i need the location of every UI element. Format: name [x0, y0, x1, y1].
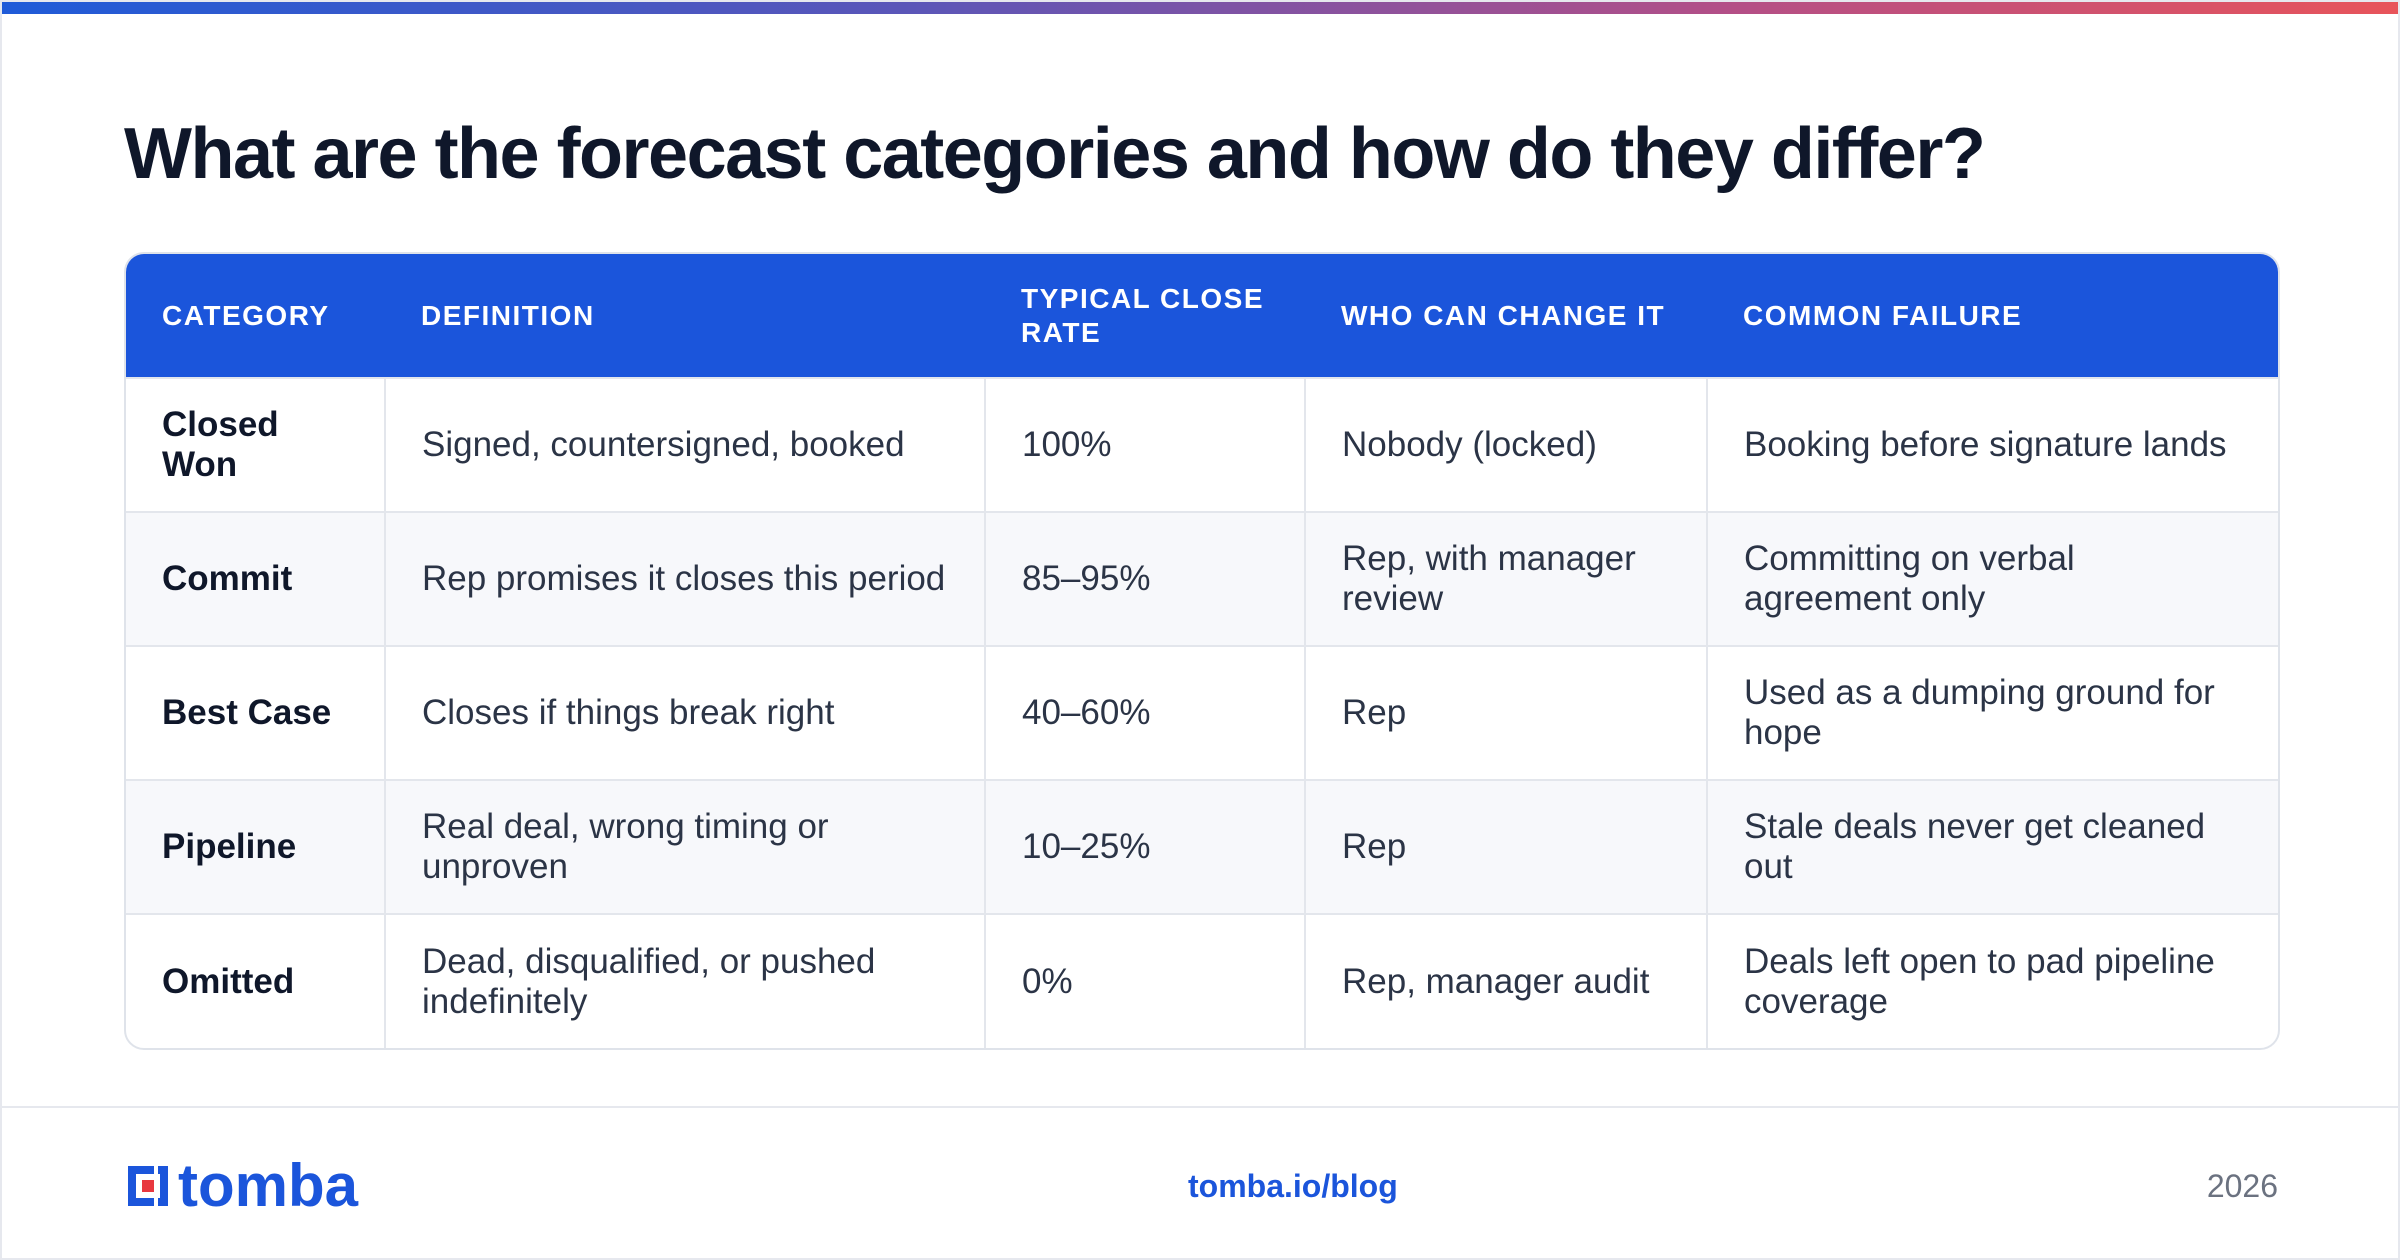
footer-year: 2026	[2206, 1168, 2278, 1204]
footer-divider	[2, 1106, 2398, 1108]
table-row: Omitted Dead, disqualified, or pushed in…	[126, 913, 2278, 1048]
table-row: Commit Rep promises it closes this perio…	[126, 511, 2278, 646]
cell-close-rate: 0%	[984, 913, 1305, 1048]
cell-close-rate: 100%	[984, 377, 1305, 512]
cell-category: Commit	[126, 511, 385, 646]
cell-who-can-change: Nobody (locked)	[1304, 377, 1707, 512]
cell-close-rate: 85–95%	[984, 511, 1305, 646]
column-header-common-failure: COMMON FAILURE	[1743, 299, 2023, 331]
cell-category: Best Case	[126, 645, 385, 780]
cell-definition: Closes if things break right	[384, 645, 985, 780]
logo-wordmark: tomba	[178, 1152, 358, 1219]
cell-category: Closed Won	[126, 377, 385, 512]
cell-definition: Dead, disqualified, or pushed indefinite…	[384, 913, 985, 1048]
table-row: Pipeline Real deal, wrong timing or unpr…	[126, 779, 2278, 914]
cell-category: Pipeline	[126, 779, 385, 914]
cell-common-failure: Deals left open to pad pipeline coverage	[1706, 913, 2278, 1048]
cell-who-can-change: Rep	[1304, 779, 1707, 914]
column-header-who-can-change-it: WHO CAN CHANGE IT	[1341, 299, 1666, 331]
tomba-logo-icon	[128, 1166, 168, 1206]
cell-close-rate: 10–25%	[984, 779, 1305, 914]
cell-common-failure: Booking before signature lands	[1706, 377, 2278, 512]
cell-who-can-change: Rep, manager audit	[1304, 913, 1707, 1048]
blog-link[interactable]: tomba.io/blog	[1188, 1168, 1398, 1204]
cell-who-can-change: Rep, with manager review	[1304, 511, 1707, 646]
cell-common-failure: Committing on verbal agreement only	[1706, 511, 2278, 646]
table-row: Closed Won Signed, countersigned, booked…	[126, 377, 2278, 512]
cell-common-failure: Stale deals never get cleaned out	[1706, 779, 2278, 914]
cell-definition: Signed, countersigned, booked	[384, 377, 985, 512]
column-header-definition: DEFINITION	[421, 299, 595, 331]
cell-who-can-change: Rep	[1304, 645, 1707, 780]
top-gradient-bar	[2, 2, 2398, 14]
cell-close-rate: 40–60%	[984, 645, 1305, 780]
page-title: What are the forecast categories and how…	[124, 114, 1986, 194]
cell-category: Omitted	[126, 913, 385, 1048]
cell-definition: Real deal, wrong timing or unproven	[384, 779, 985, 914]
cell-definition: Rep promises it closes this period	[384, 511, 985, 646]
column-header-typical-close-rate: TYPICAL CLOSE RATE	[1021, 282, 1265, 348]
column-header-category: CATEGORY	[162, 299, 330, 331]
tomba-logo[interactable]: tomba	[124, 1152, 358, 1219]
forecast-categories-table: CATEGORY DEFINITION TYPICAL CLOSE RATE W…	[124, 252, 2280, 1050]
table-row: Best Case Closes if things break right 4…	[126, 645, 2278, 780]
table-header-row: CATEGORY DEFINITION TYPICAL CLOSE RATE W…	[126, 254, 2278, 378]
cell-common-failure: Used as a dumping ground for hope	[1706, 645, 2278, 780]
